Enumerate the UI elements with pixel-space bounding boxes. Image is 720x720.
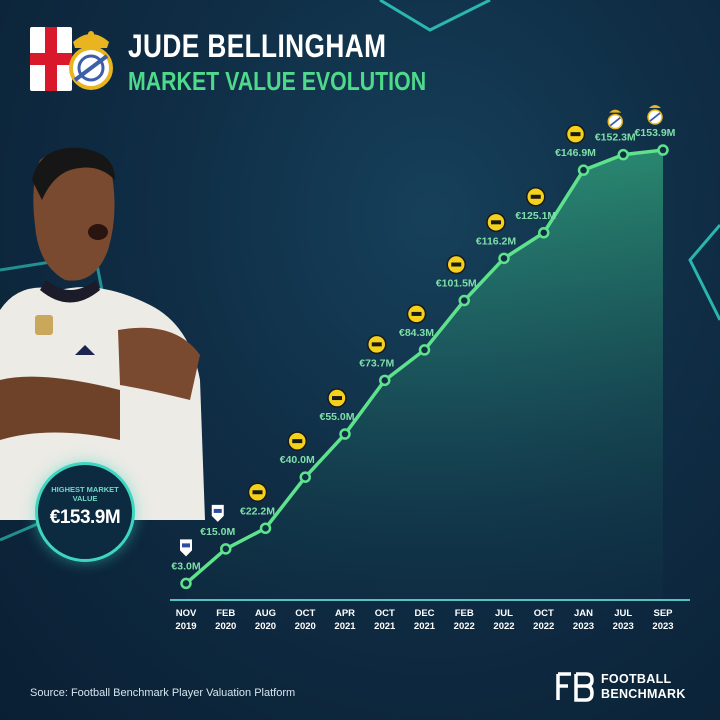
chart-subtitle: MARKET VALUE EVOLUTION: [128, 66, 427, 96]
data-point: [577, 164, 590, 176]
x-tick-year: 2021: [374, 621, 396, 632]
data-label: €146.9M: [555, 147, 596, 159]
data-label: €15.0M: [200, 526, 235, 538]
x-tick-year: 2020: [255, 621, 276, 632]
x-tick-month: JUL: [495, 608, 513, 619]
dortmund-crest-icon: [327, 388, 347, 408]
data-point: [220, 543, 232, 555]
data-point: [617, 148, 629, 161]
x-tick-year: 2021: [414, 621, 436, 632]
x-tick-month: OCT: [295, 608, 315, 619]
data-label: €152.3M: [595, 132, 636, 144]
x-tick-month: OCT: [534, 608, 554, 619]
x-tick-month: OCT: [375, 608, 395, 619]
x-tick-month: JAN: [574, 608, 593, 619]
data-label: €125.1M: [515, 210, 556, 222]
data-point: [379, 374, 391, 387]
data-label: €84.3M: [399, 327, 434, 339]
data-point: [299, 471, 311, 483]
data-point: [418, 344, 431, 356]
data-label: €3.0M: [171, 560, 200, 572]
birmingham-crest-icon: [180, 539, 192, 557]
x-tick-month: FEB: [216, 608, 235, 619]
x-tick-year: 2021: [334, 621, 356, 632]
real-madrid-crest-icon: [647, 105, 663, 125]
x-tick-month: NOV: [176, 608, 197, 619]
x-tick-year: 2023: [613, 621, 634, 632]
brand-name: FOOTBALL BENCHMARK: [601, 672, 686, 702]
data-point: [259, 522, 272, 534]
x-tick-month: SEP: [653, 608, 673, 619]
x-tick-year: 2020: [295, 621, 316, 632]
x-tick-month: JUL: [614, 608, 632, 619]
dortmund-crest-icon: [247, 482, 268, 502]
x-tick-month: FEB: [455, 608, 474, 619]
source-note: Source: Football Benchmark Player Valuat…: [30, 687, 296, 699]
data-label: €73.7M: [359, 357, 394, 369]
badge-label: HIGHEST MARKET VALUE: [51, 485, 119, 503]
x-tick-month: AUG: [255, 608, 276, 619]
x-tick-year: 2019: [175, 621, 196, 632]
player-name: JUDE BELLINGHAM: [128, 28, 387, 64]
brand-line-1: FOOTBALL: [601, 672, 672, 686]
birmingham-crest-icon: [211, 504, 224, 522]
x-tick-year: 2022: [454, 621, 475, 632]
x-tick-month: DEC: [414, 608, 434, 619]
data-point: [339, 428, 351, 440]
football-benchmark-logo-icon: [556, 672, 594, 702]
dortmund-crest-icon: [367, 334, 387, 355]
data-label: €55.0M: [319, 411, 354, 423]
data-label: €153.9M: [635, 127, 676, 139]
data-point: [458, 294, 470, 307]
data-point: [657, 144, 669, 156]
brand-line-2: BENCHMARK: [601, 687, 686, 701]
data-label: €101.5M: [436, 278, 477, 290]
data-label: €22.2M: [240, 505, 275, 517]
data-label: €116.2M: [476, 235, 517, 247]
dortmund-crest-icon: [486, 212, 506, 233]
england-flag-icon: [30, 27, 72, 91]
data-label: €40.0M: [280, 454, 315, 466]
chart-area: [186, 150, 663, 600]
x-tick-year: 2022: [533, 621, 554, 632]
x-tick-year: 2022: [493, 621, 514, 632]
dortmund-crest-icon: [406, 304, 427, 324]
data-point: [538, 227, 550, 239]
dortmund-crest-icon: [526, 187, 546, 207]
x-tick-year: 2023: [573, 621, 594, 632]
x-tick-month: APR: [335, 608, 355, 619]
data-point: [498, 252, 510, 265]
player-photo: [0, 147, 205, 520]
x-tick-year: 2023: [652, 621, 673, 632]
highest-value-badge: HIGHEST MARKET VALUE €153.9M: [35, 462, 135, 562]
data-point: [180, 577, 192, 590]
dortmund-crest-icon: [287, 431, 307, 451]
dortmund-crest-icon: [565, 124, 586, 144]
x-tick-year: 2020: [215, 621, 236, 632]
real-madrid-crest-icon: [607, 109, 623, 130]
dortmund-crest-icon: [446, 254, 466, 275]
badge-value: €153.9M: [49, 507, 121, 528]
real-madrid-crest-icon: [69, 31, 113, 90]
